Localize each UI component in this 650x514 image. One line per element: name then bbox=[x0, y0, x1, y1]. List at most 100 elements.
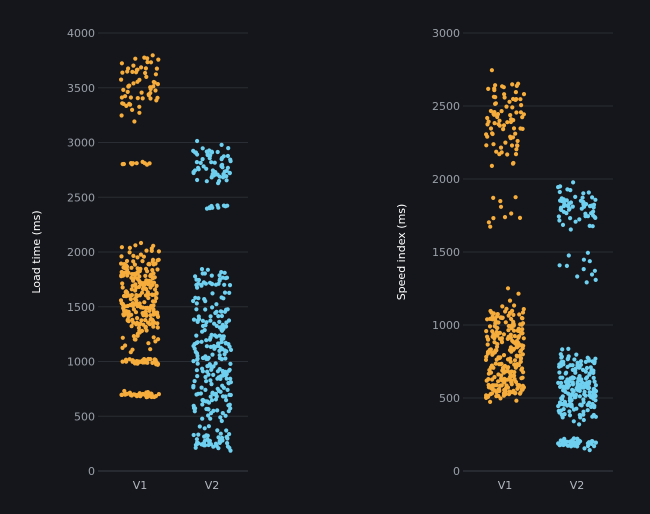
data-point-v1 bbox=[133, 243, 138, 248]
data-point-v2 bbox=[204, 149, 209, 154]
data-point-v1 bbox=[130, 69, 135, 74]
data-point-v2 bbox=[228, 361, 233, 366]
data-point-v1 bbox=[497, 330, 502, 335]
data-point-v2 bbox=[590, 439, 595, 444]
data-point-v2 bbox=[194, 160, 199, 165]
data-point-v1 bbox=[150, 321, 155, 326]
data-point-v1 bbox=[147, 308, 152, 313]
data-point-v2 bbox=[205, 369, 210, 374]
data-point-v2 bbox=[209, 281, 214, 286]
data-point-v1 bbox=[508, 113, 513, 118]
data-point-v1 bbox=[131, 81, 136, 86]
data-point-v1 bbox=[513, 90, 519, 95]
data-point-v1 bbox=[499, 150, 504, 155]
data-point-v1 bbox=[505, 365, 510, 370]
data-point-v2 bbox=[193, 295, 198, 300]
data-point-v2 bbox=[221, 154, 226, 159]
data-point-v1 bbox=[520, 327, 525, 332]
data-point-v2 bbox=[208, 318, 213, 323]
data-point-v2 bbox=[222, 282, 227, 287]
data-point-v1 bbox=[486, 220, 491, 225]
data-point-v2 bbox=[567, 378, 572, 383]
data-point-v1 bbox=[130, 347, 135, 352]
data-point-v2 bbox=[194, 333, 199, 338]
data-point-v1 bbox=[142, 300, 147, 305]
data-point-v2 bbox=[213, 310, 218, 316]
data-point-v1 bbox=[514, 147, 519, 152]
data-point-v2 bbox=[211, 364, 216, 369]
data-point-v1 bbox=[514, 398, 519, 403]
data-point-v2 bbox=[559, 354, 565, 359]
data-point-v2 bbox=[195, 440, 200, 445]
data-point-v1 bbox=[508, 378, 514, 383]
data-point-v2 bbox=[585, 443, 591, 449]
data-point-v1 bbox=[501, 367, 506, 372]
data-point-v2 bbox=[224, 428, 229, 433]
data-point-v2 bbox=[194, 437, 199, 442]
data-point-v2 bbox=[204, 166, 209, 171]
data-point-v2 bbox=[224, 398, 229, 403]
data-point-v2 bbox=[225, 165, 230, 170]
data-point-v2 bbox=[577, 412, 582, 418]
data-point-v1 bbox=[119, 95, 124, 100]
load-time-panel: Load time (ms) 0 500 1000 1500 2000 2500 3000 3… bbox=[30, 27, 248, 492]
data-point-v1 bbox=[493, 83, 498, 88]
data-point-v2 bbox=[578, 402, 583, 407]
data-point-v2 bbox=[563, 379, 568, 384]
data-point-v2 bbox=[572, 357, 577, 362]
data-point-v1 bbox=[515, 386, 520, 391]
data-point-v1 bbox=[126, 312, 131, 317]
data-point-v2 bbox=[201, 280, 206, 285]
data-point-v2 bbox=[592, 444, 597, 449]
data-point-v1 bbox=[517, 391, 523, 396]
data-point-v1 bbox=[132, 119, 137, 124]
data-point-v2 bbox=[592, 361, 597, 366]
data-point-v1 bbox=[131, 63, 136, 68]
data-point-v1 bbox=[501, 85, 506, 90]
data-point-v1 bbox=[134, 322, 139, 327]
data-point-v2 bbox=[198, 160, 203, 165]
data-point-v2 bbox=[226, 368, 232, 373]
data-point-v1 bbox=[139, 90, 144, 95]
data-point-v2 bbox=[560, 222, 566, 227]
data-point-v1 bbox=[129, 324, 134, 329]
data-point-v2 bbox=[219, 313, 224, 319]
data-point-v1 bbox=[520, 310, 526, 315]
data-point-v2 bbox=[573, 370, 578, 375]
load-time-y-axis-label: Load time (ms) bbox=[30, 210, 43, 293]
data-point-v1 bbox=[120, 101, 125, 106]
data-point-v1 bbox=[121, 161, 126, 167]
data-point-v1 bbox=[498, 204, 504, 209]
data-point-v2 bbox=[581, 267, 586, 272]
data-point-v1 bbox=[135, 266, 140, 271]
data-point-v1 bbox=[121, 87, 126, 92]
y-tick-label: 500 bbox=[439, 392, 460, 405]
data-point-v1 bbox=[156, 249, 161, 254]
data-point-v1 bbox=[513, 131, 518, 136]
data-point-v1 bbox=[512, 377, 517, 382]
data-point-v2 bbox=[199, 283, 204, 288]
data-point-v2 bbox=[226, 146, 231, 151]
data-point-v1 bbox=[156, 57, 161, 62]
data-point-v2 bbox=[226, 403, 231, 408]
y-tick-label: 0 bbox=[453, 465, 460, 478]
data-point-v1 bbox=[144, 74, 149, 79]
data-point-v1 bbox=[505, 120, 510, 125]
data-point-v2 bbox=[560, 415, 565, 420]
data-point-v1 bbox=[127, 245, 132, 250]
data-point-v2 bbox=[590, 368, 595, 373]
data-point-v2 bbox=[580, 195, 585, 200]
data-point-v1 bbox=[124, 270, 129, 275]
data-point-v1 bbox=[488, 308, 493, 314]
data-point-v2 bbox=[583, 211, 588, 216]
data-point-v1 bbox=[517, 215, 523, 220]
data-point-v2 bbox=[570, 204, 575, 209]
data-point-v1 bbox=[148, 96, 153, 101]
data-point-v1 bbox=[141, 254, 146, 259]
data-point-v2 bbox=[195, 361, 200, 366]
data-point-v2 bbox=[593, 215, 598, 220]
data-point-v1 bbox=[119, 245, 124, 250]
data-point-v1 bbox=[120, 345, 125, 350]
data-point-v1 bbox=[489, 163, 494, 168]
data-point-v2 bbox=[197, 316, 202, 322]
